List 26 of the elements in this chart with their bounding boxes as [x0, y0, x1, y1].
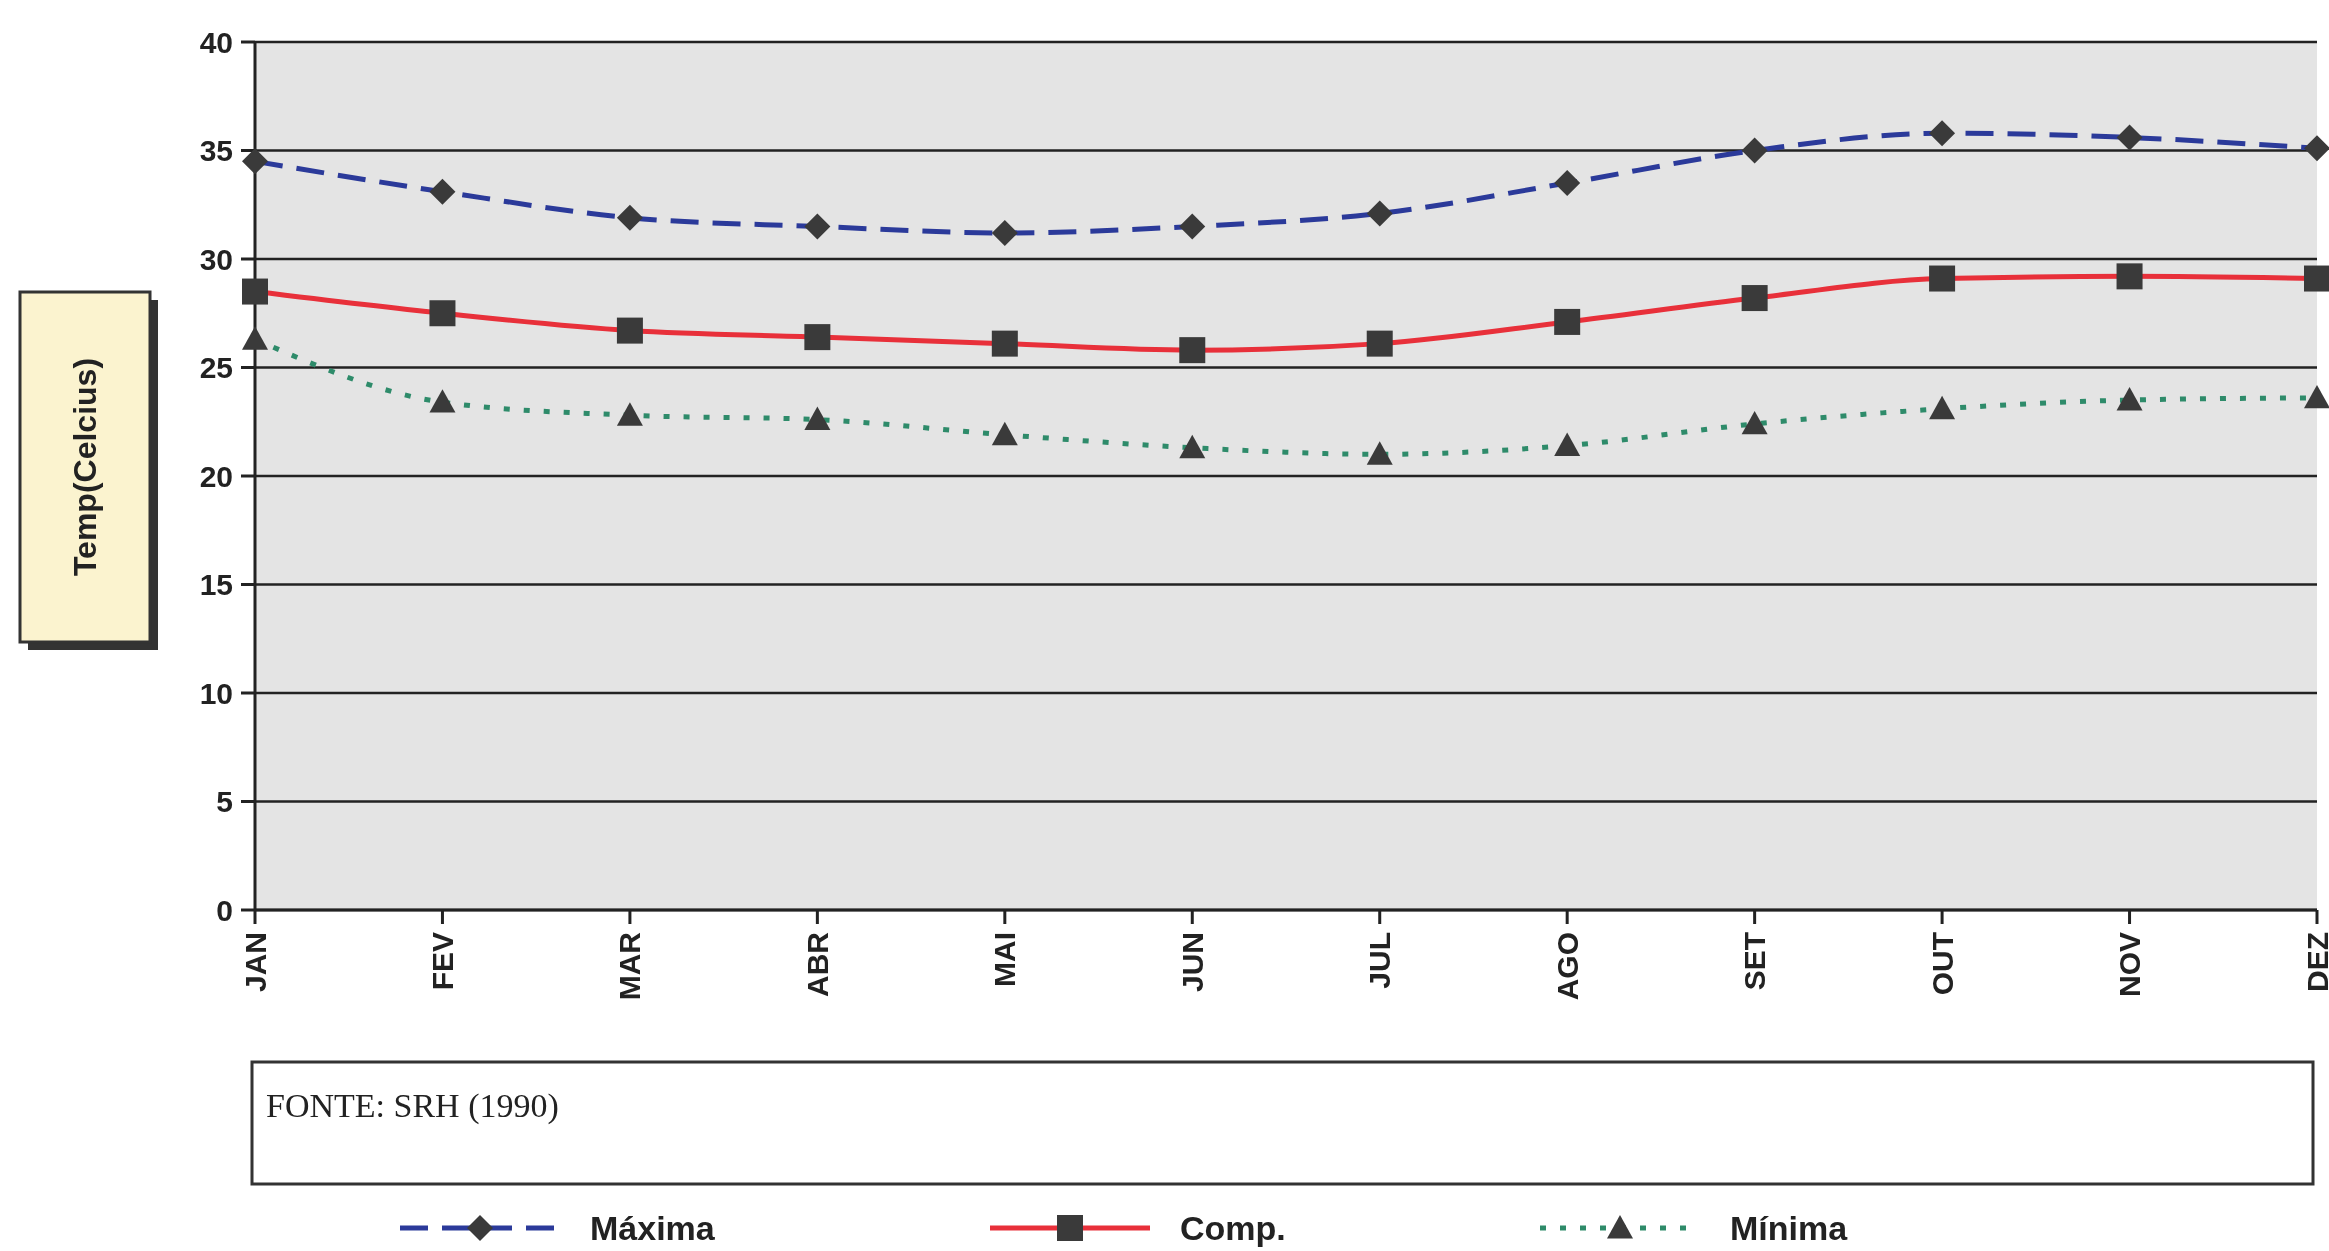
- x-tick-label: DEZ: [2300, 932, 2329, 992]
- x-tick-label: JAN: [238, 932, 272, 993]
- x-tick-label: FEV: [425, 932, 459, 991]
- y-tick-label: 0: [216, 893, 233, 927]
- y-tick-label: 10: [199, 676, 233, 710]
- y-tick-label: 5: [216, 785, 233, 818]
- y-tick-label: 20: [199, 459, 233, 493]
- x-tick-label: AGO: [1550, 932, 1584, 1001]
- x-tick-label: NOV: [2113, 932, 2147, 998]
- x-tick-label: MAR: [613, 931, 647, 1001]
- y-tick-label: 25: [199, 351, 233, 384]
- legend-label: Máxima: [590, 1208, 716, 1247]
- legend-label: Mínima: [1730, 1208, 1849, 1247]
- legend-label: Comp.: [1180, 1208, 1286, 1247]
- x-tick-label: JUN: [1175, 932, 1209, 993]
- y-tick-label: 30: [199, 242, 233, 276]
- y-axis-title: Temp(Celcius): [67, 357, 104, 577]
- y-tick-label: 15: [199, 568, 233, 601]
- x-tick-label: OUT: [1925, 932, 1959, 996]
- x-tick-label: ABR: [800, 931, 834, 997]
- x-tick-label: SET: [1738, 932, 1772, 991]
- y-tick-label: 40: [199, 25, 233, 59]
- x-tick-label: MAI: [988, 932, 1022, 987]
- x-tick-label: JUL: [1363, 932, 1397, 989]
- source-note: FONTE: SRH (1990): [266, 1086, 559, 1125]
- y-tick-label: 35: [199, 134, 233, 167]
